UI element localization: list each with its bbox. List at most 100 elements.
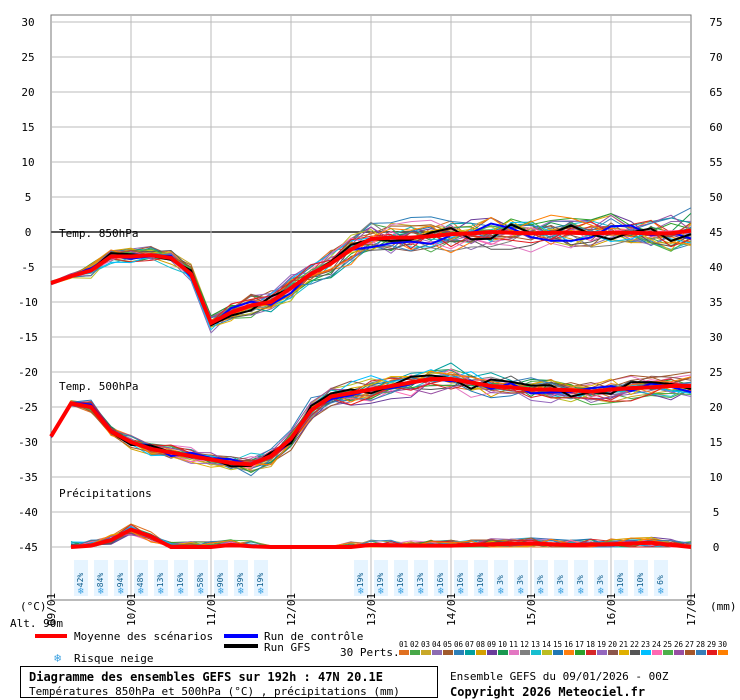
snow-risk-pct: 3% — [516, 575, 525, 585]
snowflake-icon: ❄ — [358, 586, 365, 597]
pert-number: 10 — [498, 640, 508, 649]
snow-risk-cell: 6%❄ — [654, 560, 668, 597]
snow-risk-bg — [114, 560, 128, 596]
tick-right: 50 — [709, 191, 722, 204]
snow-risk-bg — [94, 560, 108, 596]
pert-number: 19 — [597, 640, 606, 649]
snow-risk-bg — [574, 560, 588, 596]
snow-risk-cell: 3%❄ — [554, 560, 568, 597]
legend-snow-label: Risque neige — [74, 652, 153, 665]
snowflake-icon: ❄ — [238, 586, 245, 597]
pert-number: 16 — [564, 640, 574, 649]
pert-number: 15 — [553, 640, 562, 649]
snow-risk-cell: 58%❄ — [194, 560, 208, 597]
snow-risk-pct: 42% — [76, 573, 85, 588]
snow-risk-pct: 19% — [356, 573, 365, 588]
pert-number: 28 — [696, 640, 706, 649]
snowflake-icon: ❄ — [118, 586, 125, 597]
pert-swatch — [630, 650, 640, 655]
snow-risk-bg — [174, 560, 188, 596]
snow-risk-pct: 16% — [456, 573, 465, 588]
snow-risk-pct: 39% — [236, 573, 245, 588]
snowflake-icon: ❄ — [638, 586, 645, 597]
tick-right: 30 — [709, 331, 722, 344]
pert-number: 04 — [432, 640, 442, 649]
snow-risk-pct: 90% — [216, 573, 225, 588]
snowflake-icon: ❄ — [618, 586, 625, 597]
snow-risk-bg — [514, 560, 528, 596]
t500-gfs-line — [50, 374, 692, 468]
snow-risk-pct: 16% — [176, 573, 185, 588]
snowflake-icon: ❄ — [478, 586, 485, 597]
pert-swatch — [520, 650, 530, 655]
ensemble-run-info: Ensemble GEFS du 09/01/2026 - 00Z — [450, 670, 669, 683]
t850-mean-line — [50, 228, 692, 326]
snow-risk-bg — [394, 560, 408, 596]
snowflake-icon: ❄ — [538, 586, 545, 597]
tick-right: 40 — [709, 261, 722, 274]
snowflake-icon: ❄ — [438, 586, 445, 597]
precip-mean-line — [70, 527, 692, 549]
pert-number: 20 — [608, 640, 618, 649]
tick-left: 30 — [21, 16, 34, 29]
pert-number: 30 — [718, 640, 728, 649]
pert-number: 13 — [531, 640, 540, 649]
snow-risk-bg — [434, 560, 448, 596]
snow-risk-bg — [354, 560, 368, 596]
pert-swatch — [509, 650, 519, 655]
t500-mean-line — [49, 377, 691, 467]
snowflake-icon: ❄ — [54, 651, 61, 665]
pert-swatch — [663, 650, 673, 655]
snow-risk-bg — [534, 560, 548, 596]
snow-risk-pct: 10% — [636, 573, 645, 588]
snow-risk-pct: 19% — [376, 573, 385, 588]
snowflake-icon: ❄ — [218, 586, 225, 597]
pert-swatch — [641, 650, 651, 655]
pert-number: 22 — [630, 640, 639, 649]
chart-subtitle: Températures 850hPa et 500hPa (°C) , pré… — [29, 685, 400, 698]
pert-swatch — [597, 650, 607, 655]
alt-label: Alt. 90m — [10, 617, 63, 630]
pert-number: 12 — [520, 640, 529, 649]
snowflake-icon: ❄ — [78, 586, 85, 597]
grid — [50, 14, 692, 601]
tick-left: 25 — [21, 51, 34, 64]
tick-left: -5 — [21, 261, 34, 274]
snow-risk-layer: 42%❄84%❄94%❄48%❄13%❄16%❄58%❄90%❄39%❄19%❄… — [74, 560, 668, 597]
legend-mean-label: Moyenne des scénarios — [74, 630, 213, 643]
snow-risk-pct: 48% — [136, 573, 145, 588]
pert-swatch — [608, 650, 618, 655]
pert-swatch — [465, 650, 475, 655]
x-axis: 09/01 10/01 11/01 12/01 13/01 14/01 15/01 16/01… — [45, 593, 698, 626]
pert-number: 23 — [641, 640, 650, 649]
series-layer — [49, 207, 692, 549]
tick-left: -25 — [18, 401, 38, 414]
t850-member-05 — [50, 216, 692, 324]
pert-swatch — [542, 650, 552, 655]
tick-right: 5 — [713, 506, 720, 519]
snow-risk-cell: 13%❄ — [414, 560, 428, 597]
snowflake-icon: ❄ — [258, 586, 265, 597]
snowflake-icon: ❄ — [578, 586, 585, 597]
snowflake-icon: ❄ — [658, 586, 665, 597]
tick-left: -30 — [18, 436, 38, 449]
x-date-label: 12/01 — [285, 593, 298, 626]
tick-left: -40 — [18, 506, 38, 519]
pert-number: 21 — [619, 640, 628, 649]
pert-swatch — [564, 650, 574, 655]
snowflake-icon: ❄ — [498, 586, 505, 597]
pert-swatch — [443, 650, 453, 655]
snow-risk-pct: 10% — [616, 573, 625, 588]
snow-risk-pct: 3% — [496, 575, 505, 585]
snow-risk-bg — [474, 560, 488, 596]
pert-number: 29 — [707, 640, 716, 649]
snow-risk-cell: 10%❄ — [474, 560, 488, 597]
tick-right: 70 — [709, 51, 722, 64]
snow-risk-pct: 16% — [396, 573, 405, 588]
tick-right: 0 — [713, 541, 720, 554]
pert-swatch — [553, 650, 563, 655]
snow-risk-cell: 16%❄ — [434, 560, 448, 597]
snow-risk-cell: 10%❄ — [634, 560, 648, 597]
tick-right: 25 — [709, 366, 722, 379]
